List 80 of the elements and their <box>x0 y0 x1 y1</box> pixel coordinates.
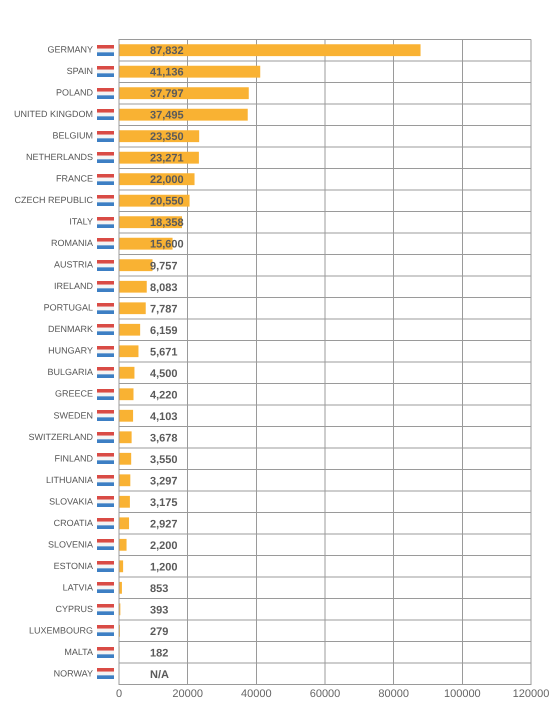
x-tick-label: 100000 <box>444 688 481 700</box>
data-label: 7,787 <box>150 303 178 316</box>
data-label: 22,000 <box>150 174 184 186</box>
data-label: 6,159 <box>150 324 178 337</box>
data-label: 1,200 <box>150 561 178 574</box>
data-label: 3,678 <box>150 432 178 444</box>
data-label: 4,220 <box>150 389 178 402</box>
y-tick-label: SPAIN <box>66 66 93 76</box>
data-label: 853 <box>150 582 168 595</box>
y-tick-label: UNITED KINGDOM <box>14 109 93 120</box>
bar <box>120 496 130 508</box>
x-tick-label: 20000 <box>172 688 203 700</box>
y-tick-label: POLAND <box>56 88 94 98</box>
x-tick-label: 80000 <box>378 688 409 700</box>
y-tick-label: MALTA <box>64 646 93 657</box>
y-tick-label: FINLAND <box>54 453 94 464</box>
y-tick-label: IRELAND <box>54 281 94 292</box>
data-label: 37,797 <box>150 88 184 100</box>
x-tick-label: 60000 <box>310 688 340 700</box>
bar <box>120 452 132 465</box>
bar <box>120 280 147 293</box>
y-tick-label: BULGARIA <box>47 367 93 378</box>
bar <box>120 345 138 358</box>
data-label: 37,495 <box>150 110 184 122</box>
data-label: 3,297 <box>150 475 178 488</box>
y-tick-label: HUNGARY <box>48 346 93 356</box>
data-label: 182 <box>150 647 168 660</box>
y-tick-label: LATVIA <box>62 582 93 592</box>
y-tick-label: SWEDEN <box>53 410 93 420</box>
y-tick-label: BELGIUM <box>52 130 93 141</box>
y-tick-label: LITHUANIA <box>46 474 93 485</box>
data-label: 4,103 <box>150 410 178 423</box>
y-tick-label: ESTONIA <box>54 560 93 571</box>
y-tick-label: CZECH REPUBLIC <box>14 195 94 206</box>
x-tick-label: 0 <box>116 688 122 700</box>
data-label: 5,671 <box>150 346 178 358</box>
bar <box>120 474 130 486</box>
y-tick-label: SWITZERLAND <box>28 432 94 442</box>
y-tick-label: SLOVAKIA <box>49 496 93 506</box>
y-tick-label: FRANCE <box>56 174 93 184</box>
data-label: 41,136 <box>150 66 184 79</box>
data-label: 23,271 <box>150 152 184 165</box>
y-tick-label: LUXEMBOURG <box>28 625 93 636</box>
bar <box>120 388 134 400</box>
data-label: 23,350 <box>150 131 184 144</box>
x-tick-label: 120000 <box>512 688 550 700</box>
bar <box>120 324 140 336</box>
bar <box>120 366 134 379</box>
data-label: 3,550 <box>150 454 178 466</box>
data-label: 20,550 <box>150 196 184 208</box>
data-label: 393 <box>150 604 168 616</box>
y-tick-label: GERMANY <box>47 44 93 55</box>
data-label: 2,927 <box>150 518 178 530</box>
y-tick-label: CYPRUS <box>55 604 93 614</box>
bar <box>120 44 421 56</box>
data-label: 8,083 <box>150 282 178 294</box>
x-tick-label: 40000 <box>241 688 272 700</box>
text: N/A <box>150 668 169 681</box>
bar <box>120 538 127 551</box>
y-tick-label: CROATIA <box>54 518 93 528</box>
bar <box>120 66 260 78</box>
y-tick-label: ITALY <box>69 216 93 227</box>
data-label: 4,500 <box>150 368 178 380</box>
bar <box>120 560 124 572</box>
bar <box>120 431 132 444</box>
y-tick-label: ROMANIA <box>50 238 93 248</box>
y-tick-label: SLOVENIA <box>48 539 93 550</box>
y-tick-label: PORTUGAL <box>44 302 93 313</box>
data-label: 87,832 <box>150 45 184 58</box>
y-tick-label: AUSTRIA <box>54 260 93 270</box>
data-label: 2,200 <box>150 540 178 552</box>
y-tick-label: DENMARK <box>48 324 93 334</box>
data-label: 279 <box>150 626 168 638</box>
bar <box>120 302 146 314</box>
y-tick-label: GREECE <box>54 388 93 399</box>
y-tick-label: NORWAY <box>54 668 93 678</box>
bar <box>120 517 130 530</box>
bar <box>120 410 134 422</box>
y-tick-label: NETHERLANDS <box>26 152 93 162</box>
data-label: 3,175 <box>150 496 178 509</box>
